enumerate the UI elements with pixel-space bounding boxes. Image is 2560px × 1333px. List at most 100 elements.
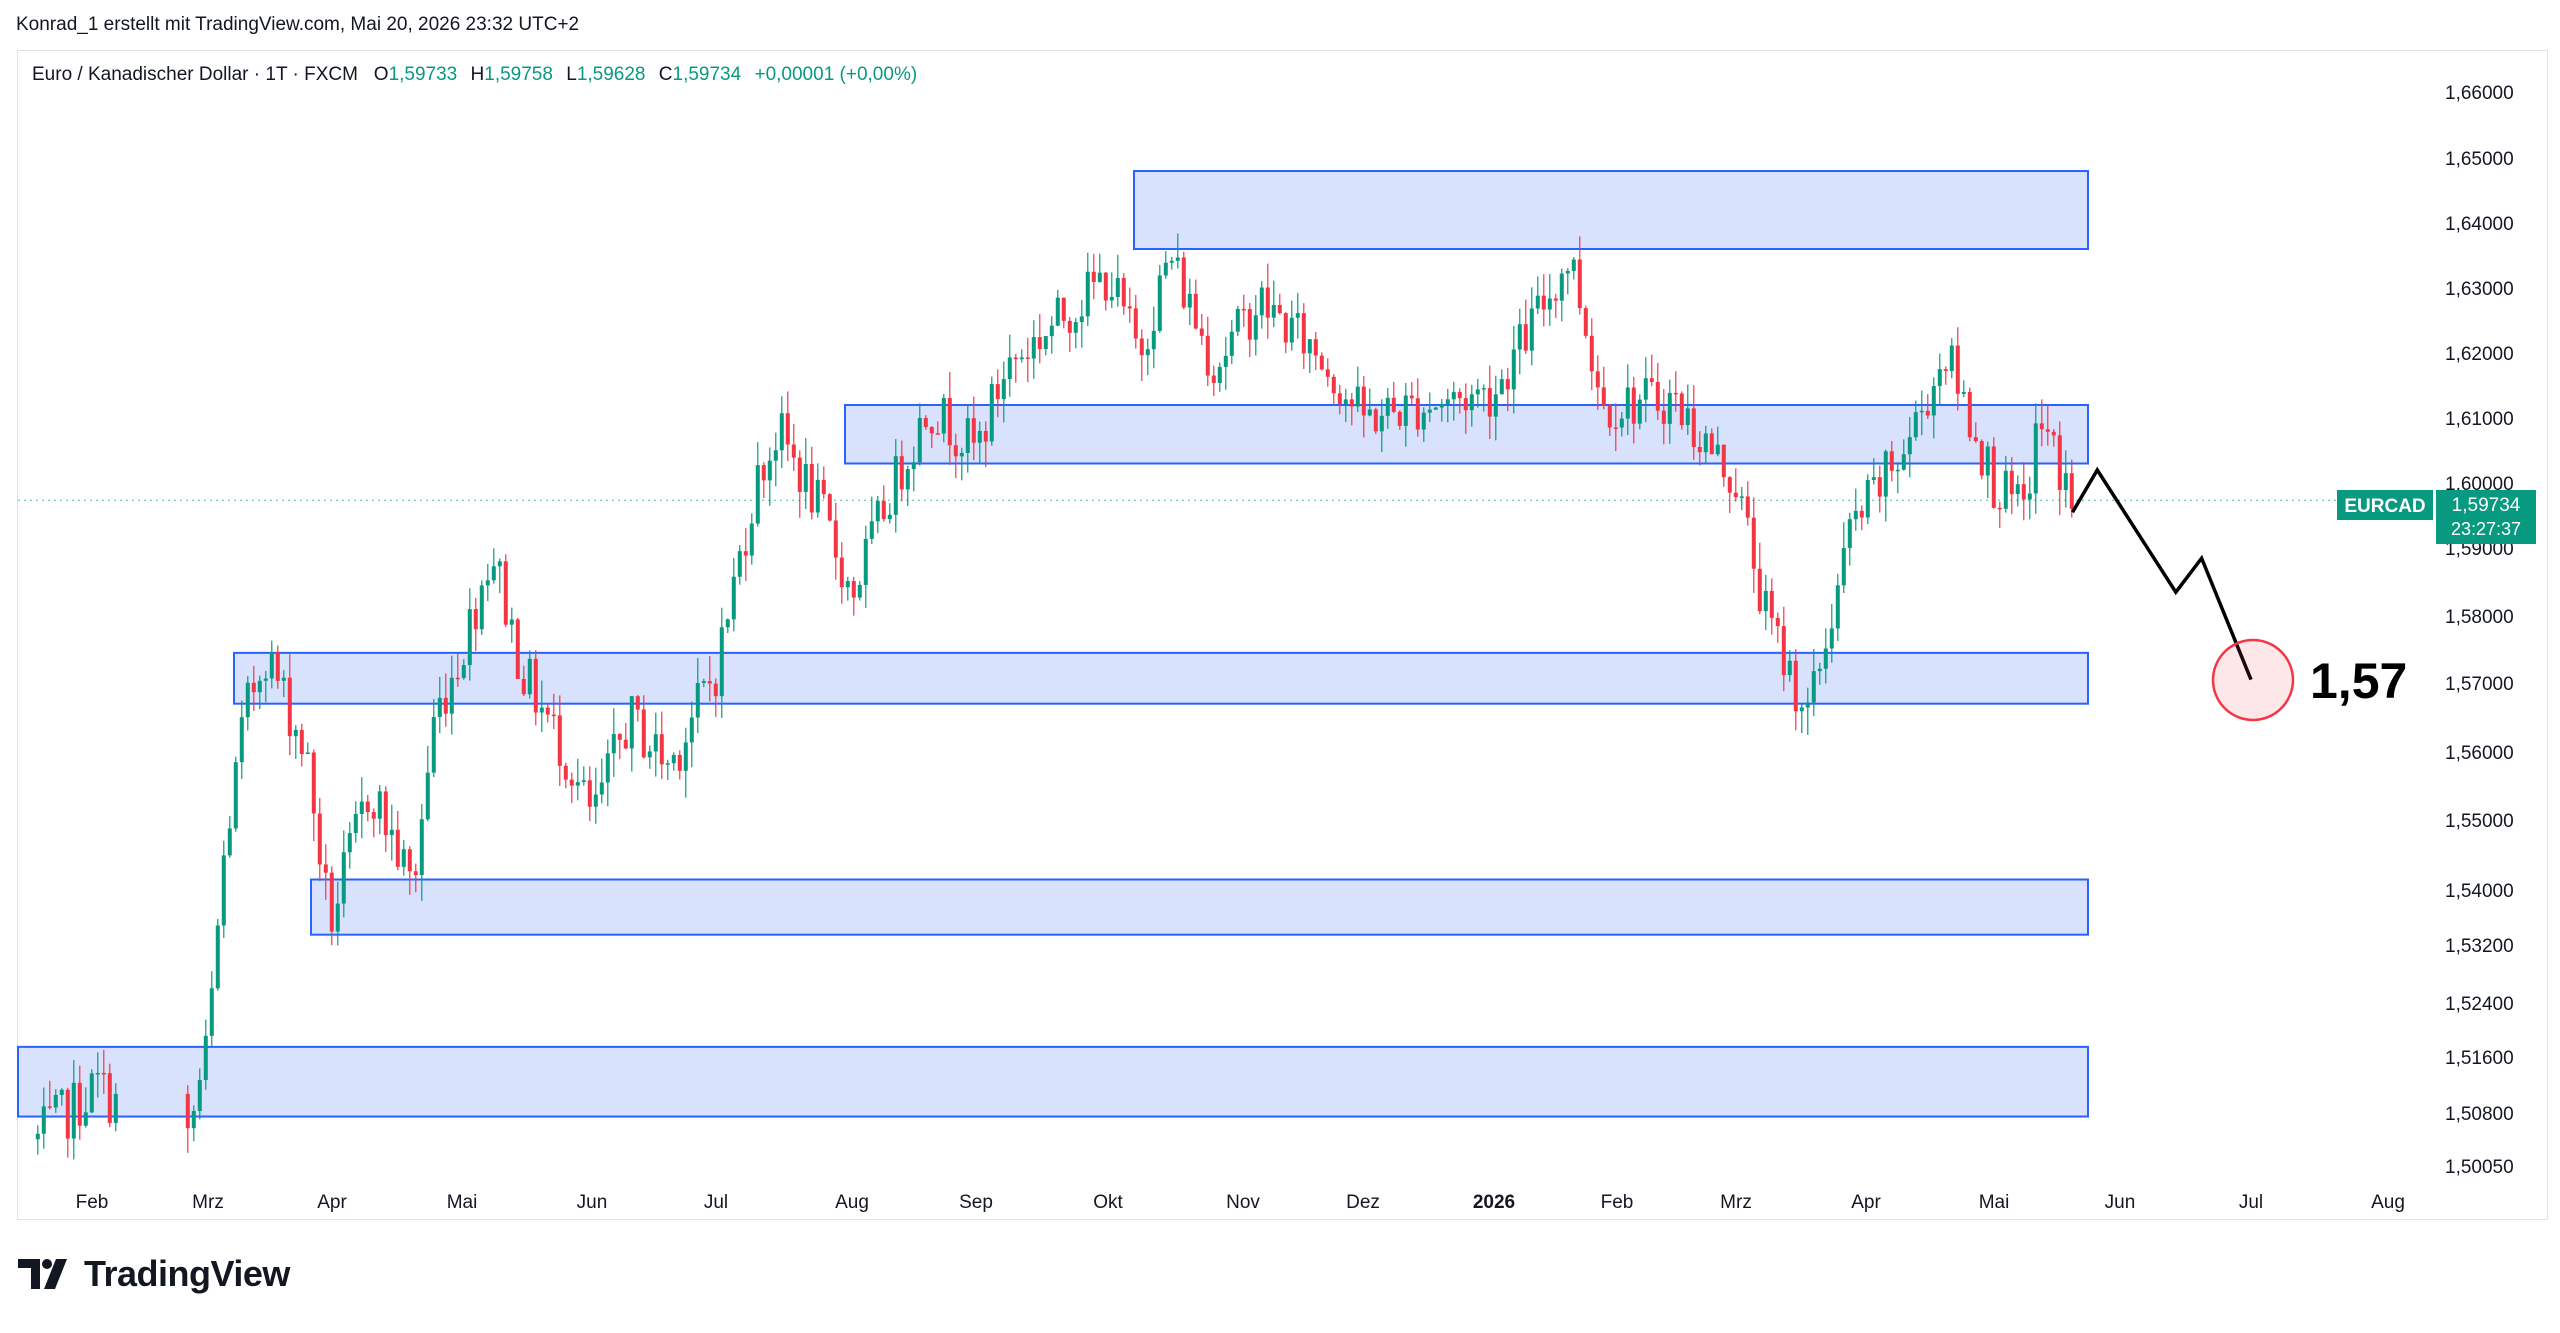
zone-rect-5	[17, 1045, 2089, 1118]
candle-body-321	[2027, 493, 2032, 500]
candle-body-128	[869, 521, 874, 539]
candle-body-234	[1505, 379, 1510, 390]
candle-body-9	[89, 1073, 94, 1113]
candle-body-148	[989, 384, 994, 442]
zone-rect-3	[233, 651, 2089, 705]
tradingview-logo[interactable]: TradingView	[18, 1253, 290, 1295]
candle-body-35	[311, 752, 316, 814]
candle-body-100	[701, 681, 706, 683]
candle-body-192	[1253, 315, 1258, 340]
candle-body-60	[461, 665, 466, 679]
candle-body-160	[1061, 297, 1066, 321]
close-value: 1,59734	[672, 64, 742, 85]
close-key: C	[658, 64, 673, 85]
candle-body-270	[1721, 444, 1726, 478]
candle-body-259	[1655, 381, 1660, 411]
candle-body-91	[647, 751, 652, 758]
candle-body-197	[1283, 313, 1288, 343]
candle-body-239	[1535, 295, 1540, 309]
candle-body-32	[293, 729, 298, 737]
candle-body-222	[1433, 407, 1438, 410]
candle-body-146	[977, 430, 982, 443]
candle-body-16	[197, 1080, 202, 1111]
candle-body-46	[377, 791, 382, 819]
candle-body-293	[1859, 510, 1864, 518]
y-axis-label: 1,56000	[2445, 743, 2514, 764]
candle-body-117	[803, 464, 808, 492]
candle-body-77	[563, 765, 568, 780]
candle-body-98	[689, 717, 694, 743]
x-axis-label: Apr	[1851, 1192, 1881, 1213]
candle-body-72	[533, 658, 538, 713]
candle-body-203	[1319, 355, 1324, 370]
candle-body-153	[1019, 357, 1024, 360]
candle-body-42	[353, 813, 358, 834]
candle-body-291	[1847, 519, 1852, 549]
candle-body-66	[497, 561, 502, 567]
candle-body-180	[1181, 257, 1186, 308]
candle-body-190	[1241, 308, 1246, 311]
candle-body-253	[1619, 418, 1624, 428]
candle-body-55	[431, 716, 436, 773]
candle-body-286	[1817, 668, 1822, 672]
candle-body-156	[1037, 337, 1042, 350]
candle-body-15	[191, 1110, 196, 1129]
candle-body-169	[1115, 277, 1120, 297]
price-tag[interactable]: EURCAD 1,59734 23:27:37	[2337, 490, 2536, 544]
chart-frame	[17, 50, 2548, 1220]
candle-body-68	[509, 619, 514, 625]
candle-body-155	[1031, 337, 1036, 359]
candle-body-7	[77, 1082, 82, 1126]
candle-body-27	[263, 678, 268, 681]
x-axis-label: Dez	[1346, 1192, 1380, 1213]
candle-body-30	[281, 677, 286, 681]
candle-body-41	[347, 833, 352, 853]
candle-body-21	[227, 828, 232, 856]
tradingview-logo-icon	[18, 1259, 67, 1289]
candle-body-164	[1085, 271, 1090, 317]
y-axis-label: 1,59000	[2445, 539, 2514, 560]
candle-body-95	[671, 754, 676, 764]
symbol-description[interactable]: Euro / Kanadischer Dollar · 1T · FXCM	[32, 64, 358, 85]
candle-body-158	[1049, 325, 1054, 337]
candle-body-320	[2021, 484, 2026, 500]
candle-body-119	[815, 479, 820, 513]
candle-body-19	[215, 925, 220, 989]
candle-body-144	[965, 418, 970, 453]
candle-body-135	[911, 462, 916, 470]
candle-body-81	[587, 780, 592, 807]
candle-body-294	[1865, 480, 1870, 518]
candle-body-43	[359, 801, 364, 814]
candle-body-14	[185, 1093, 190, 1129]
candle-body-141	[947, 398, 952, 446]
candle-body-12	[107, 1073, 112, 1123]
candle-body-277	[1763, 590, 1768, 612]
candle-body-134	[905, 469, 910, 490]
candle-body-76	[557, 715, 562, 766]
candle-body-185	[1211, 375, 1216, 383]
candle-body-133	[899, 456, 904, 490]
y-axis-label: 1,65000	[2445, 149, 2514, 170]
change-value: +0,00001 (+0,00%)	[754, 64, 918, 85]
candle-body-86	[617, 734, 622, 740]
candle-body-25	[251, 682, 256, 693]
candle-body-226	[1457, 392, 1462, 399]
candle-body-325	[2051, 431, 2056, 436]
price-tag-price: 1,59734	[2452, 495, 2521, 516]
candle-body-59	[455, 677, 460, 680]
price-tag-countdown: 23:27:37	[2451, 519, 2521, 539]
candle-body-168	[1109, 296, 1114, 301]
candle-body-240	[1541, 295, 1546, 310]
candle-body-311	[1967, 391, 1972, 438]
candle-body-204	[1325, 369, 1330, 377]
candle-body-136	[917, 417, 922, 463]
x-axis-label: Apr	[317, 1192, 347, 1213]
candle-body-306	[1937, 369, 1942, 387]
candle-body-96	[677, 754, 682, 771]
candle-body-40	[341, 852, 346, 904]
candle-body-78	[569, 779, 574, 786]
candle-body-255	[1631, 387, 1636, 424]
price-tag-symbol-bg	[2337, 490, 2433, 520]
x-axis-label: Nov	[1226, 1192, 1260, 1213]
